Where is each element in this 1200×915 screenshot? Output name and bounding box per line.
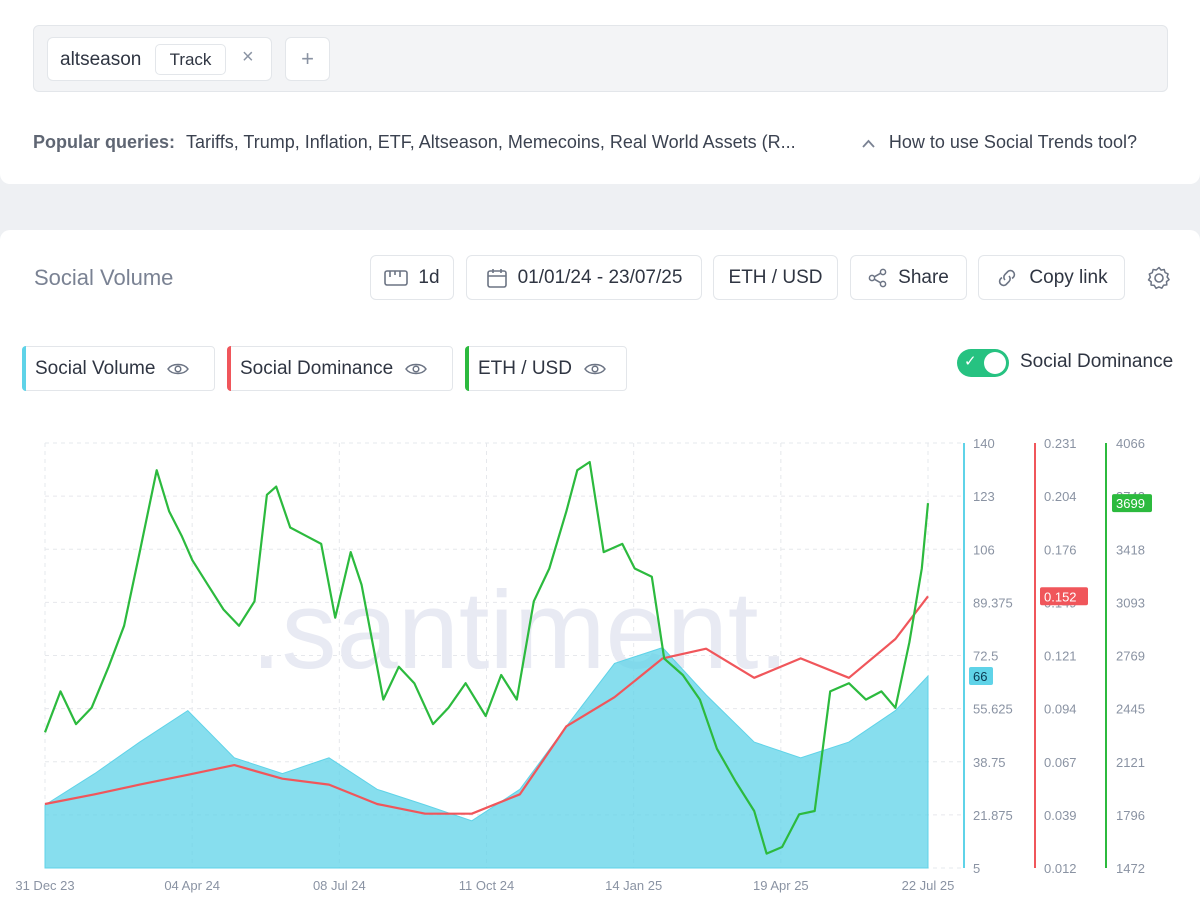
help-link-label: How to use Social Trends tool? [888, 132, 1138, 152]
metric-chip-social-volume[interactable]: Social Volume [22, 346, 215, 391]
y-tick-label: 0.094 [1044, 702, 1077, 717]
copy-link-label: Copy link [1029, 266, 1108, 288]
interval-button[interactable]: 1d [370, 255, 454, 300]
current-value-badge-social-volume [969, 666, 993, 685]
search-panel: altseason Track × + Popular queries: Tar… [0, 0, 1200, 184]
y-tick-label: 72.5 [973, 649, 998, 664]
calendar-icon [486, 268, 507, 288]
toggle-knob [984, 352, 1006, 374]
metric-label: Social Dominance [240, 357, 394, 379]
x-tick-label: 08 Jul 24 [313, 878, 366, 893]
current-value-badge-eth-usd [1112, 494, 1152, 513]
query-chip: altseason Track × [47, 37, 272, 81]
series-line-eth-usd [43, 460, 930, 855]
y-tick-label: 2769 [1116, 649, 1145, 664]
query-input-area[interactable]: altseason Track × + [33, 25, 1168, 92]
y-tick-label: 0.231 [1044, 436, 1077, 451]
y-tick-label: 21.875 [973, 808, 1013, 823]
y-tick-label: 2445 [1116, 702, 1145, 717]
current-value-label: 66 [973, 669, 987, 684]
y-tick-label: 0.176 [1044, 542, 1077, 557]
metric-color-bar [22, 346, 26, 391]
x-tick-label: 31 Dec 23 [15, 878, 74, 893]
date-range-button[interactable]: 01/01/24 - 23/07/25 [466, 255, 702, 300]
popular-queries-list[interactable]: Tariffs, Trump, Inflation, ETF, Altseaso… [186, 132, 796, 152]
track-button[interactable]: Track [155, 44, 226, 75]
x-tick-label: 19 Apr 25 [753, 878, 809, 893]
y-tick-label: 3093 [1116, 595, 1145, 610]
metric-chip-eth-usd[interactable]: ETH / USD [465, 346, 627, 391]
remove-query-icon[interactable]: × [242, 46, 254, 68]
watermark: .santiment. [251, 569, 789, 692]
current-value-label: 0.152 [1044, 589, 1077, 604]
series-area-social-volume [44, 647, 929, 869]
gear-icon[interactable] [1146, 265, 1172, 296]
metric-color-bar [465, 346, 469, 391]
popular-queries: Popular queries: Tariffs, Trump, Inflati… [33, 132, 796, 153]
y-tick-label: 106 [973, 542, 995, 557]
eye-icon[interactable] [584, 362, 606, 376]
y-tick-label: 0.039 [1044, 808, 1077, 823]
social-dominance-toggle[interactable]: ✓ [957, 349, 1009, 377]
y-tick-label: 0.204 [1044, 489, 1077, 504]
eye-icon[interactable] [405, 362, 428, 376]
x-tick-label: 22 Jul 25 [902, 878, 955, 893]
y-tick-label: 89.375 [973, 595, 1013, 610]
share-icon [868, 268, 887, 287]
y-tick-label: 0.067 [1044, 755, 1077, 770]
y-tick-label: 38.75 [973, 755, 1006, 770]
x-tick-label: 04 Apr 24 [164, 878, 220, 893]
panel-title: Social Volume [34, 265, 174, 290]
y-tick-label: 4066 [1116, 436, 1145, 451]
series-line-social-dominance [44, 595, 929, 815]
y-tick-label: 5 [973, 861, 980, 876]
metric-label: Social Volume [35, 357, 156, 379]
add-query-button[interactable]: + [285, 37, 330, 81]
y-tick-label: 123 [973, 489, 995, 504]
y-tick-label: 3418 [1116, 542, 1145, 557]
current-value-label: 3699 [1116, 496, 1145, 511]
x-tick-label: 11 Oct 24 [459, 878, 514, 893]
asset-label: ETH / USD [728, 266, 823, 288]
metric-chip-social-dominance[interactable]: Social Dominance [227, 346, 453, 391]
x-tick-label: 14 Jan 25 [605, 878, 662, 893]
y-tick-label: 0.012 [1044, 861, 1077, 876]
y-tick-label: 0.121 [1044, 649, 1077, 664]
y-tick-label: 55.625 [973, 702, 1013, 717]
metric-color-bar [227, 346, 231, 391]
interval-label: 1d [418, 266, 440, 288]
y-tick-label: 2121 [1116, 755, 1145, 770]
y-tick-label: 1472 [1116, 861, 1145, 876]
ruler-icon [384, 269, 409, 286]
share-button[interactable]: Share [850, 255, 967, 300]
metric-label: ETH / USD [478, 357, 572, 379]
asset-button[interactable]: ETH / USD [713, 255, 838, 300]
link-icon [999, 269, 1016, 286]
current-value-badge-social-dominance [1040, 587, 1088, 606]
share-label: Share [898, 266, 949, 288]
popular-queries-label: Popular queries: [33, 132, 176, 152]
chevron-up-icon [862, 135, 879, 151]
y-tick-label: 1796 [1116, 808, 1145, 823]
check-icon: ✓ [964, 353, 977, 370]
query-text: altseason [60, 49, 142, 70]
toggle-label: Social Dominance [1020, 351, 1174, 372]
help-link[interactable]: How to use Social Trends tool? [862, 132, 1137, 153]
copy-link-button[interactable]: Copy link [978, 255, 1125, 300]
y-tick-label: 140 [973, 436, 995, 451]
eye-icon[interactable] [167, 362, 190, 376]
date-range-label: 01/01/24 - 23/07/25 [517, 266, 683, 288]
